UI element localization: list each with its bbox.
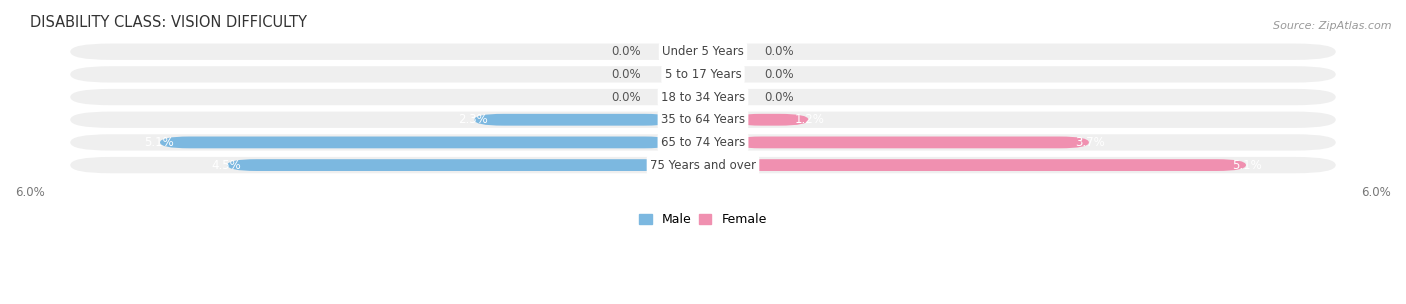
- Text: 18 to 34 Years: 18 to 34 Years: [661, 91, 745, 104]
- FancyBboxPatch shape: [70, 134, 1336, 150]
- Text: 1.2%: 1.2%: [794, 113, 824, 126]
- Text: DISABILITY CLASS: VISION DIFFICULTY: DISABILITY CLASS: VISION DIFFICULTY: [30, 15, 307, 30]
- Text: 35 to 64 Years: 35 to 64 Years: [661, 113, 745, 126]
- FancyBboxPatch shape: [474, 114, 673, 126]
- Text: 5 to 17 Years: 5 to 17 Years: [665, 68, 741, 81]
- FancyBboxPatch shape: [733, 136, 1088, 148]
- Text: 65 to 74 Years: 65 to 74 Years: [661, 136, 745, 149]
- Text: 0.0%: 0.0%: [765, 45, 794, 58]
- FancyBboxPatch shape: [733, 159, 1246, 171]
- Text: Under 5 Years: Under 5 Years: [662, 45, 744, 58]
- Text: 3.7%: 3.7%: [1074, 136, 1105, 149]
- FancyBboxPatch shape: [70, 89, 1336, 105]
- FancyBboxPatch shape: [70, 66, 1336, 83]
- Text: 0.0%: 0.0%: [612, 45, 641, 58]
- Text: 0.0%: 0.0%: [612, 91, 641, 104]
- Text: 2.3%: 2.3%: [458, 113, 488, 126]
- Text: 5.1%: 5.1%: [1232, 159, 1261, 171]
- FancyBboxPatch shape: [228, 159, 673, 171]
- Text: 0.0%: 0.0%: [765, 68, 794, 81]
- Text: 75 Years and over: 75 Years and over: [650, 159, 756, 171]
- Text: 4.5%: 4.5%: [212, 159, 242, 171]
- FancyBboxPatch shape: [70, 43, 1336, 60]
- Text: 0.0%: 0.0%: [612, 68, 641, 81]
- Text: Source: ZipAtlas.com: Source: ZipAtlas.com: [1274, 21, 1392, 31]
- FancyBboxPatch shape: [70, 112, 1336, 128]
- FancyBboxPatch shape: [733, 114, 808, 126]
- FancyBboxPatch shape: [70, 157, 1336, 173]
- Text: 0.0%: 0.0%: [765, 91, 794, 104]
- Text: 5.1%: 5.1%: [145, 136, 174, 149]
- FancyBboxPatch shape: [160, 136, 673, 148]
- Legend: Male, Female: Male, Female: [634, 209, 772, 231]
